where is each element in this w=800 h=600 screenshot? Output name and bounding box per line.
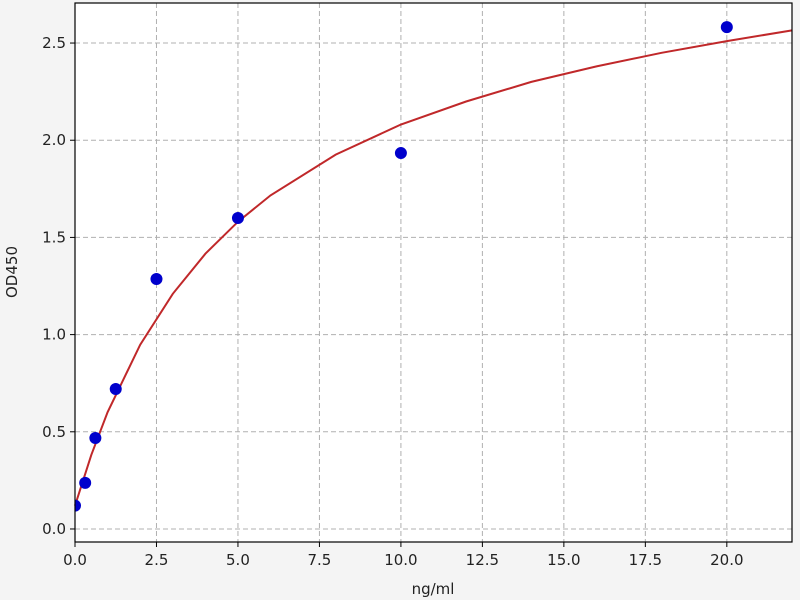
fit-curve-line [74,29,793,507]
data-point [231,211,244,224]
y-tick-label: 2.0 [42,131,66,149]
data-point [150,273,163,286]
x-tick-label: 20.0 [710,551,743,569]
x-axis-label: ng/ml [412,580,455,598]
data-point [75,499,81,512]
x-tick-label: 12.5 [466,551,499,569]
x-tick-label: 7.5 [308,551,332,569]
y-tick-label: 1.0 [42,326,66,344]
data-points [75,21,733,512]
fit-curve-layer [74,29,793,507]
y-tick-label: 0.0 [42,520,66,538]
x-tick-label: 2.5 [145,551,169,569]
data-point [109,383,122,396]
y-tick-label: 0.5 [42,423,66,441]
y-axis-ticks: 0.0 0.5 1.0 1.5 2.0 2.5 [42,34,75,538]
y-tick-label: 2.5 [42,34,66,52]
x-tick-label: 0.0 [63,551,87,569]
data-point [79,476,92,489]
y-axis-label: OD450 [3,246,21,298]
x-tick-label: 10.0 [384,551,417,569]
grid [74,3,792,542]
data-point [720,21,733,34]
x-axis-ticks: 0.0 2.5 5.0 7.5 10.0 12.5 15.0 17.5 20.0 [63,542,744,569]
data-point [89,432,102,445]
data-point [394,147,407,160]
x-tick-label: 15.0 [547,551,580,569]
plot-frame [74,2,793,543]
x-tick-label: 17.5 [629,551,662,569]
y-tick-label: 1.5 [42,228,66,246]
plot-background [75,3,792,542]
x-tick-label: 5.0 [226,551,250,569]
